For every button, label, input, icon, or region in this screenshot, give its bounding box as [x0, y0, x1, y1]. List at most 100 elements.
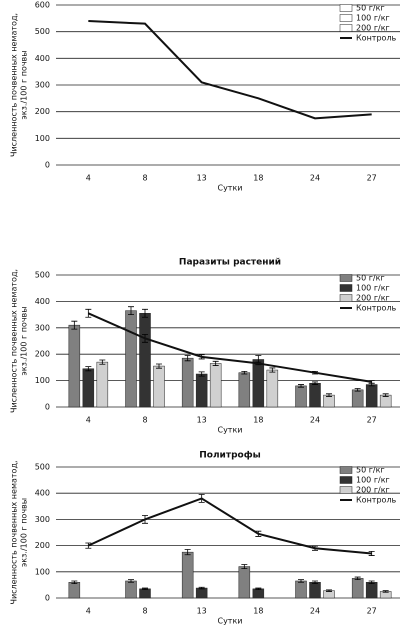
error-bar	[382, 393, 389, 397]
y-tick-label: 300	[35, 515, 50, 524]
legend-label: 200 г/кг	[356, 486, 390, 495]
line	[88, 20, 372, 120]
error-bar	[184, 355, 191, 362]
error-bar	[241, 370, 248, 375]
x-tick-label: 13	[197, 607, 207, 616]
x-tick-label: 24	[310, 416, 320, 425]
error-bar	[71, 580, 78, 584]
bar	[68, 324, 81, 408]
error-bar	[128, 579, 134, 583]
x-tick-label: 24	[310, 607, 320, 616]
bar	[125, 580, 137, 599]
legend-label: Контроль	[356, 34, 397, 43]
error-bar	[326, 589, 332, 592]
x-tick-label: 27	[367, 416, 377, 425]
error-bar	[212, 360, 219, 366]
legend-swatch	[339, 294, 353, 302]
legend-swatch	[339, 486, 353, 494]
legend-label: Контроль	[356, 496, 397, 505]
x-tick-label: 18	[253, 607, 263, 616]
x-tick-label: 27	[367, 174, 377, 183]
legend-swatch	[339, 466, 353, 474]
error-bar	[269, 367, 276, 373]
error-bar	[142, 587, 148, 591]
legend-swatch	[339, 24, 353, 32]
y-tick-label: 100	[35, 376, 50, 385]
y-tick-label: 400	[35, 297, 50, 306]
x-axis-label: Сутки	[217, 184, 242, 193]
line	[87, 312, 372, 383]
bar	[295, 385, 307, 408]
bar	[351, 389, 364, 408]
x-axis-label: Сутки	[217, 617, 242, 626]
bar	[295, 580, 307, 599]
x-tick-label: 18	[253, 416, 263, 425]
bar	[252, 359, 265, 408]
error-bar	[71, 320, 78, 330]
x-tick-label: 24	[310, 174, 320, 183]
error-bar	[368, 550, 375, 556]
bar	[238, 566, 251, 599]
y-tick-label: 200	[35, 541, 50, 550]
legend-swatch	[339, 14, 353, 22]
legend-label: 50 г/кг	[356, 274, 385, 283]
bar	[209, 363, 222, 408]
error-bar	[99, 359, 106, 365]
bar	[125, 310, 137, 408]
bar	[266, 369, 279, 408]
bar	[181, 551, 194, 599]
chart-title: Паразиты растений	[179, 258, 281, 268]
legend-swatch	[339, 4, 353, 12]
y-tick-label: 600	[35, 1, 50, 10]
y-tick-label: 0	[45, 403, 50, 412]
x-tick-label: 27	[367, 607, 377, 616]
bar	[323, 394, 335, 408]
y-tick-label: 200	[35, 107, 50, 116]
y-axis-label: экз./100 г почвы	[20, 306, 29, 375]
error-bar	[184, 549, 191, 556]
legend-label: Контроль	[356, 304, 397, 313]
bar	[96, 361, 109, 408]
error-bar	[312, 580, 318, 584]
error-bar	[156, 363, 162, 369]
y-tick-label: 100	[35, 567, 50, 576]
y-tick-label: 500	[35, 463, 50, 472]
error-bar	[128, 306, 134, 315]
bar	[153, 365, 165, 408]
error-bar	[85, 366, 92, 372]
x-tick-label: 8	[142, 607, 147, 616]
bar	[379, 394, 392, 408]
bar	[351, 578, 364, 599]
error-bar	[298, 579, 304, 583]
error-bar	[198, 586, 205, 590]
y-tick-label: 0	[45, 594, 50, 603]
bar	[238, 372, 251, 408]
error-bar	[368, 580, 375, 584]
y-axis-label: Численность почвенных нематод,	[10, 13, 19, 157]
line	[87, 497, 372, 555]
y-axis-label: экз./100 г почвы	[20, 498, 29, 567]
bar	[309, 382, 321, 408]
y-axis-label: Численность почвенных нематод,	[10, 460, 19, 604]
legend-label: 100 г/кг	[356, 14, 390, 23]
legend-label: 50 г/кг	[356, 466, 385, 475]
x-tick-label: 8	[142, 416, 147, 425]
legend-label: 50 г/кг	[356, 4, 385, 13]
error-bar	[198, 371, 205, 377]
y-axis-label: Численность почвенных нематод,	[10, 269, 19, 413]
legend-label: 200 г/кг	[356, 24, 390, 33]
error-bar	[382, 590, 389, 593]
bar	[365, 582, 378, 599]
y-tick-label: 200	[35, 350, 50, 359]
error-bar	[354, 576, 361, 581]
bar	[365, 384, 378, 408]
error-bar	[312, 381, 318, 385]
bar	[309, 582, 321, 599]
error-bar	[85, 308, 92, 318]
chart-title: Политрофы	[199, 451, 261, 461]
y-tick-label: 0	[45, 161, 50, 170]
legend-label: 200 г/кг	[356, 294, 390, 303]
error-bar	[142, 308, 148, 318]
bar	[181, 357, 194, 408]
